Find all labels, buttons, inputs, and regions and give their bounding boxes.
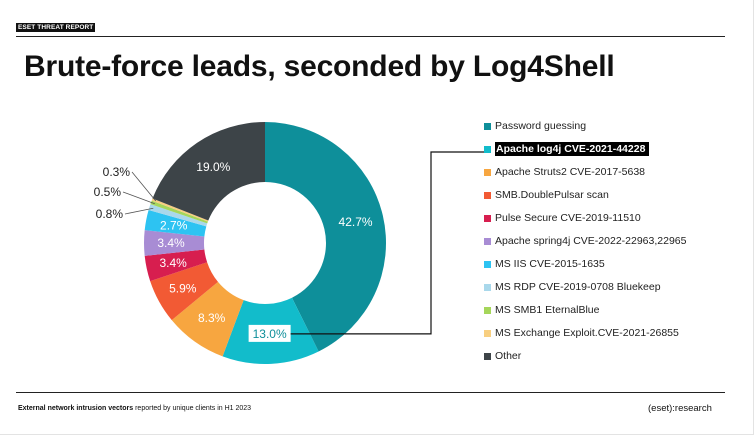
legend-item-ms-rdp-cve-2019-0708-bluekeep: MS RDP CVE-2019-0708 Bluekeep: [484, 279, 664, 295]
highlight-label-box: [248, 324, 291, 342]
legend-swatch: [484, 283, 491, 291]
legend-label: MS RDP CVE-2019-0708 Bluekeep: [495, 281, 661, 293]
legend-label: Apache Struts2 CVE-2017-5638: [495, 166, 646, 178]
legend-label: MS Exchange Exploit.CVE-2021-26855: [495, 327, 679, 339]
legend-swatch: [484, 237, 491, 245]
leader-line-ms-exchange-exploit-cve-2021-26855: [131, 171, 157, 202]
legend-swatch: [484, 122, 491, 130]
legend-swatch: [484, 306, 491, 314]
leader-line-ms-smb1-eternalblue: [122, 191, 155, 205]
leader-line-ms-rdp-cve-2019-0708-bluekeep: [124, 207, 154, 215]
legend-label: Other: [495, 350, 522, 362]
slice-ms-exchange-exploit-cve-2021-26855: [151, 198, 209, 222]
legend-swatch: [484, 329, 491, 337]
legend-label: Pulse Secure CVE-2019-11510: [495, 212, 641, 224]
slice-pulse-secure-cve-2019-11510: [144, 249, 208, 282]
legend-item-apache-log4j-cve-2021-44228: Apache log4j CVE-2021-44228: [484, 141, 650, 157]
footer-caption-rest: reported by unique clients in H1 2023: [133, 405, 252, 412]
slice-ms-rdp-cve-2019-0708-bluekeep: [148, 204, 208, 227]
data-label-apache-log4j-cve-2021-44228: 13.0%: [253, 327, 287, 341]
legend-item-ms-exchange-exploit-cve-2021-26855: MS Exchange Exploit.CVE-2021-26855: [484, 325, 682, 341]
data-label-pulse-secure-cve-2019-11510: 3.4%: [159, 256, 187, 270]
data-label-other: 19.0%: [196, 160, 230, 174]
legend-swatch: [484, 191, 491, 199]
data-label-apache-struts2-cve-2017-5638: 8.3%: [198, 311, 226, 325]
data-label-smb-doublepulsar-scan: 5.9%: [169, 282, 197, 296]
slice-apache-spring4j-cve-2022-22963-22965: [143, 230, 205, 256]
footer-caption-bold: External network intrusion vectors: [18, 405, 134, 412]
footer-caption: External network intrusion vectors repor…: [18, 405, 251, 412]
legend-item-other: Other: [484, 348, 524, 364]
data-label-password-guessing: 42.7%: [339, 215, 373, 229]
legend-label: SMB.DoublePulsar scan: [495, 189, 609, 201]
legend-label: Apache spring4j CVE-2022-22963,22965: [495, 235, 687, 247]
legend-label: MS IIS CVE-2015-1635: [495, 258, 605, 270]
data-label-ms-iis-cve-2015-1635: 2.7%: [160, 218, 188, 232]
eset-research-logo: (eset):research: [648, 403, 712, 414]
report-tag: ESET THREAT REPORT: [16, 23, 96, 32]
legend-swatch: [484, 214, 491, 222]
highlight-callout-line: [290, 151, 484, 335]
legend-item-ms-iis-cve-2015-1635: MS IIS CVE-2015-1635: [484, 256, 608, 272]
legend-swatch: [484, 168, 491, 176]
legend-item-apache-struts2-cve-2017-5638: Apache Struts2 CVE-2017-5638: [484, 164, 648, 180]
chart-title: Brute-force leads, seconded by Log4Shell: [24, 50, 615, 83]
legend-item-apache-spring4j-cve-2022-22963-22965: Apache spring4j CVE-2022-22963,22965: [484, 233, 689, 249]
data-label-apache-spring4j-cve-2022-22963-22965: 3.4%: [157, 236, 185, 250]
legend-swatch: [484, 352, 491, 360]
legend-label: MS SMB1 EternalBlue: [495, 304, 600, 316]
legend-item-ms-smb1-eternalblue: MS SMB1 EternalBlue: [484, 302, 602, 318]
data-label-ms-exchange-exploit-cve-2021-26855: 0.3%: [103, 165, 131, 179]
legend-label: Apache log4j CVE-2021-44228: [495, 142, 650, 156]
slice-apache-struts2-cve-2017-5638: [171, 281, 244, 357]
slice-ms-smb1-eternalblue: [150, 200, 208, 224]
top-rule: [16, 36, 725, 37]
slice-smb-doublepulsar-scan: [150, 262, 218, 321]
legend-swatch: [484, 260, 491, 268]
data-label-ms-smb1-eternalblue: 0.5%: [94, 185, 122, 199]
legend-item-password-guessing: Password guessing: [484, 118, 589, 134]
legend-swatch: [484, 145, 491, 153]
data-label-ms-rdp-cve-2019-0708-bluekeep: 0.8%: [96, 207, 124, 221]
slice-other: [152, 122, 265, 221]
legend-label: Password guessing: [495, 120, 587, 132]
slice-ms-iis-cve-2015-1635: [144, 209, 207, 237]
slice-password-guessing: [265, 122, 386, 352]
bottom-rule: [16, 392, 725, 393]
legend-item-pulse-secure-cve-2019-11510: Pulse Secure CVE-2019-11510: [484, 210, 644, 226]
legend-item-smb-doublepulsar-scan: SMB.DoublePulsar scan: [484, 187, 612, 203]
